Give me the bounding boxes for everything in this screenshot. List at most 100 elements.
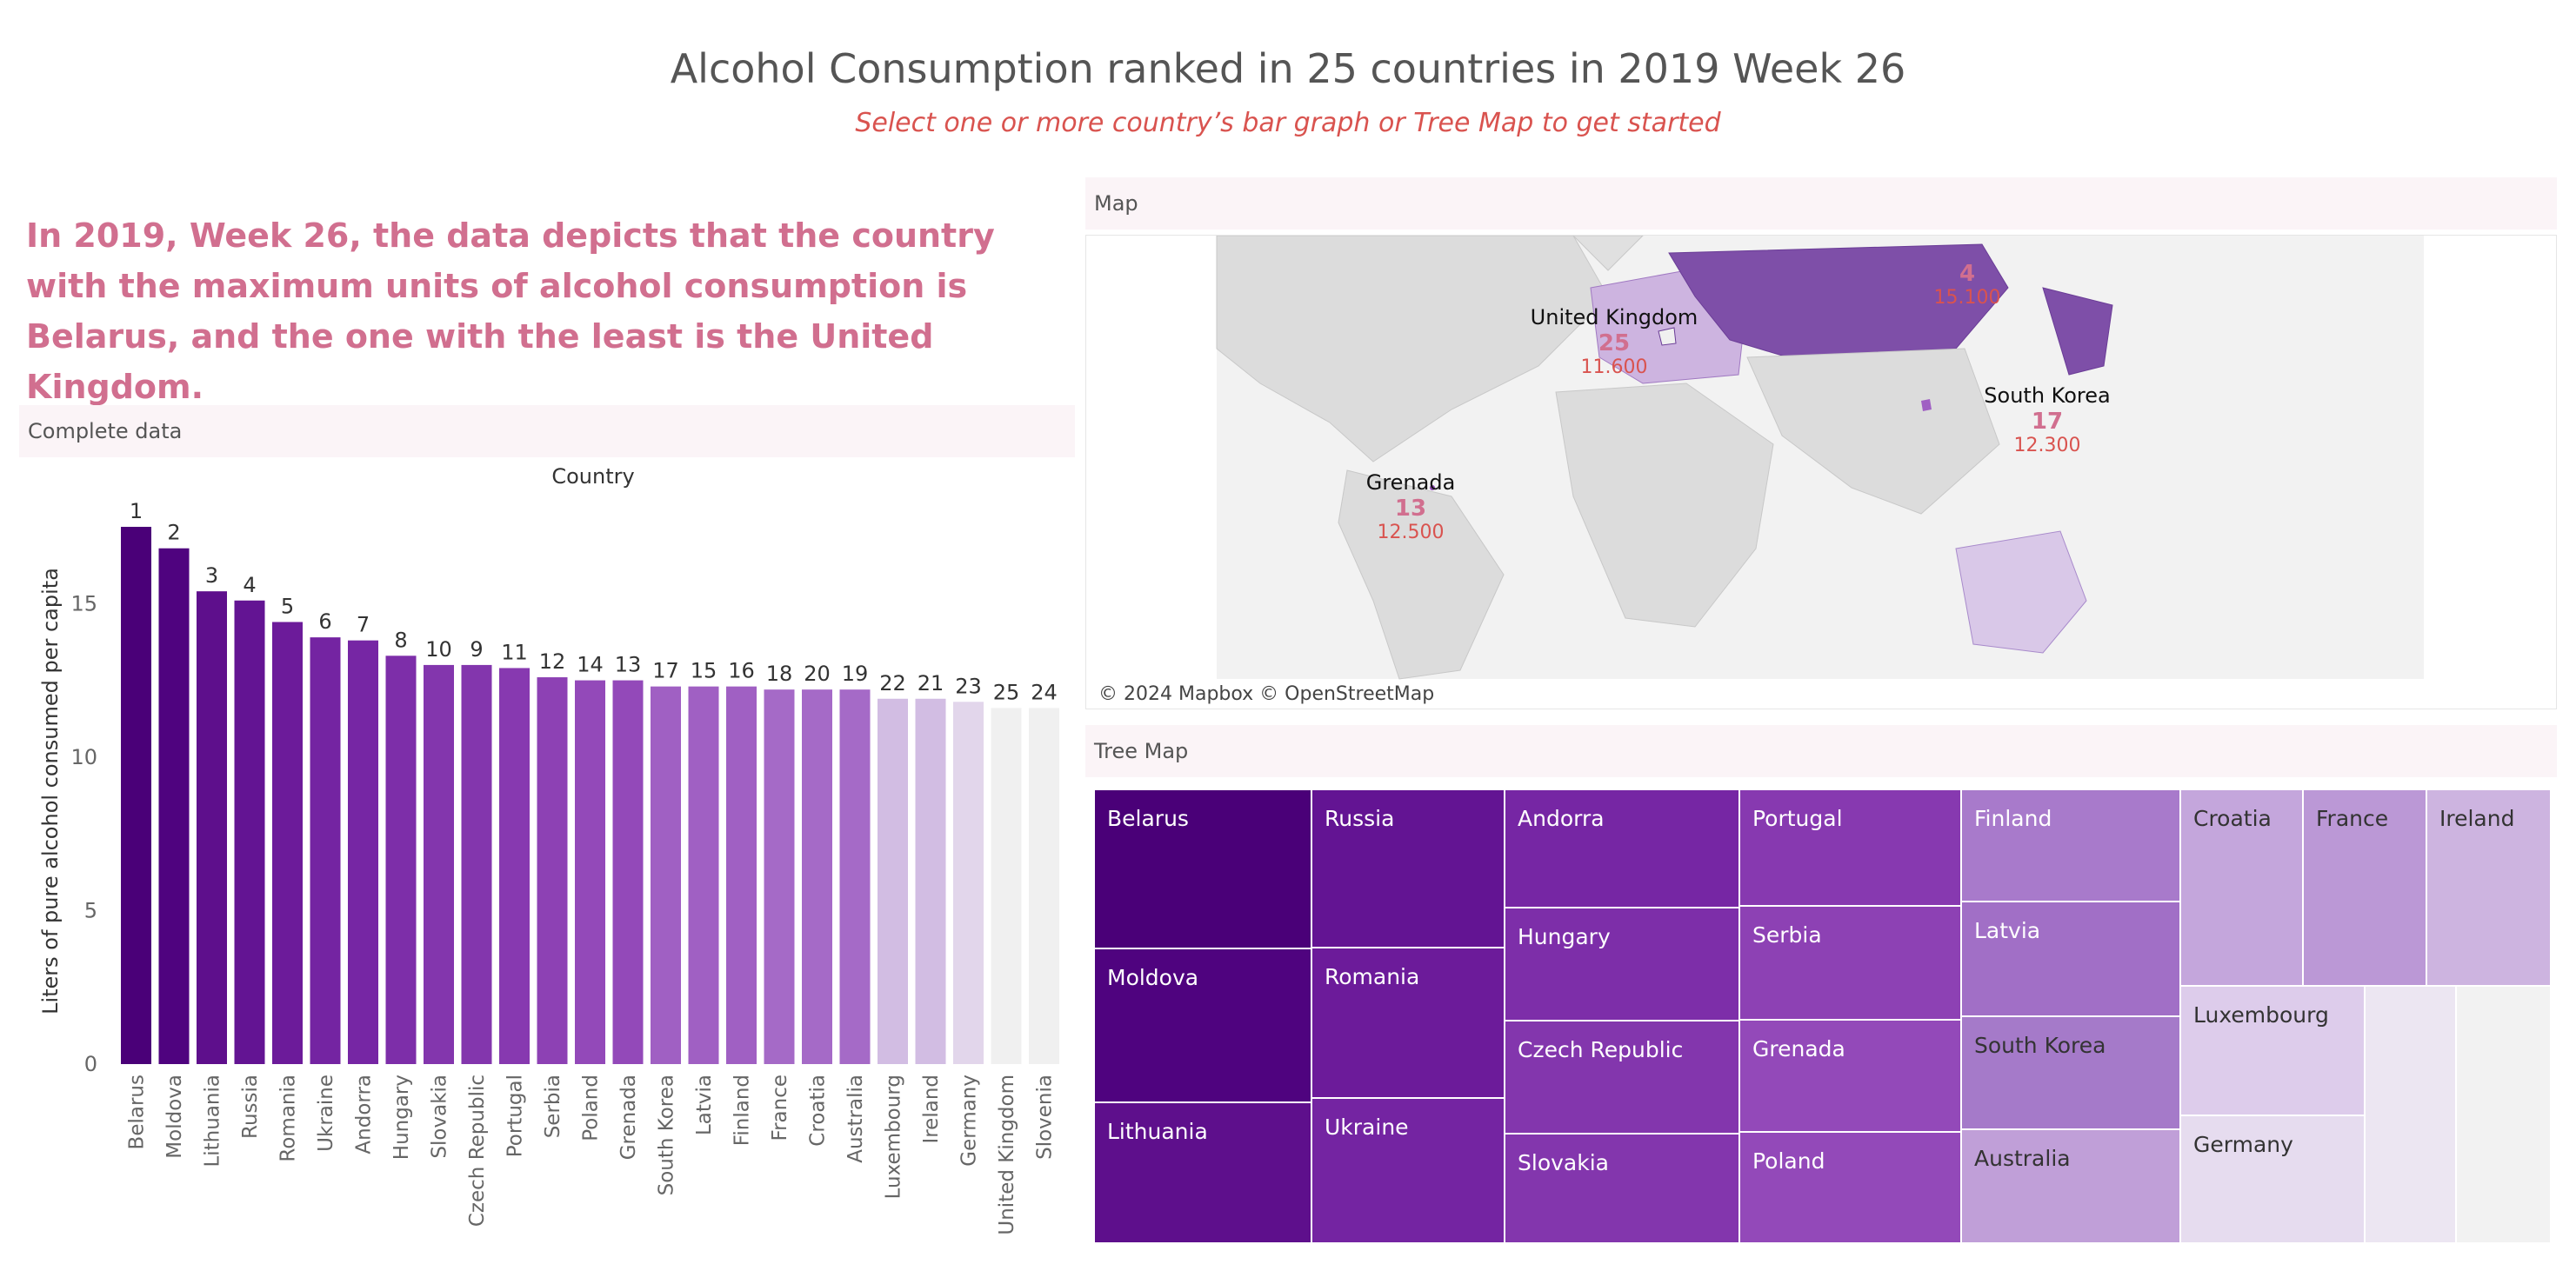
bar[interactable] bbox=[802, 689, 832, 1064]
tree-map-cell[interactable]: Grenada bbox=[1739, 1020, 1961, 1132]
bar-chart-title: Country bbox=[551, 464, 634, 489]
map-value-label: 12.300 bbox=[2014, 435, 2081, 456]
tree-map-cell[interactable]: Poland bbox=[1739, 1132, 1961, 1243]
tree-map-cell-label: Portugal bbox=[1752, 806, 1843, 831]
map-rank-label: 25 bbox=[1598, 330, 1630, 356]
tree-map-cell[interactable]: Slovakia bbox=[1505, 1134, 1739, 1243]
bar[interactable] bbox=[688, 686, 719, 1064]
bar-x-tick-label: Serbia bbox=[542, 1075, 564, 1138]
bar[interactable] bbox=[424, 664, 454, 1064]
bar[interactable] bbox=[1029, 708, 1059, 1064]
map-rank-label: 17 bbox=[2032, 409, 2063, 435]
bar-panel-header: Complete data bbox=[19, 405, 1075, 457]
bar-x-tick-label: South Korea bbox=[656, 1075, 678, 1195]
tree-map-cell[interactable]: Germany bbox=[2180, 1115, 2365, 1243]
map-view[interactable]: 4 15.100 United Kingdom 25 11.600 South Korea… bbox=[1085, 235, 2557, 709]
bar-x-tick-label: Portugal bbox=[504, 1075, 527, 1157]
map-rank-label: 13 bbox=[1395, 496, 1426, 522]
tree-map-cell[interactable]: Portugal bbox=[1739, 789, 1961, 906]
bar[interactable] bbox=[839, 689, 871, 1064]
bar[interactable] bbox=[575, 680, 605, 1064]
tree-map-cell[interactable]: Finland bbox=[1961, 789, 2180, 902]
bar-chart[interactable]: Country Liters of pure alcohol consumed … bbox=[19, 461, 1075, 1252]
bar-rank-label: 23 bbox=[955, 674, 982, 698]
bar-rank-label: 18 bbox=[766, 662, 793, 686]
bar[interactable] bbox=[915, 698, 946, 1064]
dashboard-subtitle: Select one or more country’s bar graph o… bbox=[855, 108, 1721, 138]
bar[interactable] bbox=[651, 686, 681, 1064]
bar[interactable] bbox=[234, 600, 265, 1064]
bar[interactable] bbox=[121, 527, 151, 1064]
tree-map-cell[interactable]: Latvia bbox=[1961, 902, 2180, 1016]
map-value-label: 15.100 bbox=[1934, 287, 2001, 309]
tree-map-cell-label: Russia bbox=[1325, 806, 1395, 831]
map-value-label: 11.600 bbox=[1581, 356, 1648, 378]
bar[interactable] bbox=[348, 640, 378, 1064]
map-panel-header: Map bbox=[1085, 177, 2557, 230]
bar-rank-label: 19 bbox=[842, 662, 869, 686]
bar-x-tick-label: Moldova bbox=[164, 1075, 186, 1159]
asia-shape bbox=[1746, 348, 2000, 515]
tree-map-cell[interactable]: Russia bbox=[1311, 789, 1505, 948]
bar[interactable] bbox=[612, 680, 644, 1064]
tree-map-cell-label: Ireland bbox=[2439, 806, 2515, 831]
south-korea-shape[interactable] bbox=[1921, 399, 1932, 411]
tree-map-cell[interactable] bbox=[2365, 986, 2456, 1243]
grenada-marker[interactable] bbox=[1430, 485, 1435, 490]
tree-map-cell[interactable]: Ireland bbox=[2426, 789, 2551, 986]
bar[interactable] bbox=[991, 708, 1022, 1064]
bar-rank-label: 12 bbox=[539, 649, 566, 674]
bar[interactable] bbox=[764, 689, 795, 1064]
bar[interactable] bbox=[953, 702, 984, 1064]
tree-map-cell[interactable]: Australia bbox=[1961, 1129, 2180, 1243]
bar-rank-label: 10 bbox=[425, 637, 452, 662]
tree-map-cell[interactable]: Lithuania bbox=[1094, 1102, 1311, 1243]
bar[interactable] bbox=[878, 698, 908, 1064]
uk-shape[interactable] bbox=[1658, 327, 1677, 346]
bar[interactable] bbox=[197, 591, 227, 1064]
tree-map-cell[interactable]: South Korea bbox=[1961, 1016, 2180, 1129]
summary-text: In 2019, Week 26, the data depicts that … bbox=[26, 216, 995, 406]
map-country-label: United Kingdom bbox=[1531, 305, 1698, 329]
bar-x-tick-label: Russia bbox=[239, 1075, 262, 1139]
tree-map-cell[interactable]: Hungary bbox=[1505, 908, 1739, 1021]
bar-x-tick-label: Andorra bbox=[353, 1075, 376, 1155]
bar[interactable] bbox=[726, 686, 757, 1064]
bar-x-tick-label: Czech Republic bbox=[466, 1075, 489, 1227]
tree-map-cell-label: Australia bbox=[1974, 1146, 2071, 1171]
bar-y-axis-label: Liters of pure alcohol consumed per capi… bbox=[38, 568, 63, 1015]
tree-map-cell[interactable]: Luxembourg bbox=[2180, 986, 2365, 1115]
tree-map-cell[interactable] bbox=[2456, 986, 2551, 1243]
bar-x-tick-label: Latvia bbox=[693, 1075, 716, 1135]
tree-map[interactable]: Belarus Moldova Lithuania Russia Romania Ukra… bbox=[1094, 789, 2551, 1243]
bar-rank-label: 13 bbox=[615, 653, 642, 677]
tree-map-cell-label: Lithuania bbox=[1107, 1119, 1208, 1144]
tree-map-cell[interactable]: Romania bbox=[1311, 948, 1505, 1098]
tree-map-cell[interactable]: Moldova bbox=[1094, 948, 1311, 1102]
tree-map-cell-label: France bbox=[2316, 806, 2389, 831]
australia-shape[interactable] bbox=[1955, 530, 2087, 654]
bar-x-tick-label: Australia bbox=[844, 1075, 867, 1163]
bar-x-tick-label: Hungary bbox=[390, 1075, 413, 1160]
bar-x-tick-label: Luxembourg bbox=[883, 1075, 905, 1199]
tree-map-cell-label: Czech Republic bbox=[1518, 1037, 1684, 1062]
bar[interactable] bbox=[272, 622, 303, 1064]
tree-map-cell[interactable]: Belarus bbox=[1094, 789, 1311, 948]
tree-map-cell[interactable]: Andorra bbox=[1505, 789, 1739, 908]
bar-rank-label: 9 bbox=[470, 637, 483, 662]
tree-map-cell[interactable]: Czech Republic bbox=[1505, 1021, 1739, 1134]
bar[interactable] bbox=[158, 548, 190, 1064]
tree-map-cell[interactable]: France bbox=[2303, 789, 2426, 986]
tree-map-cell[interactable]: Serbia bbox=[1739, 906, 1961, 1020]
bar-rank-label: 22 bbox=[879, 671, 906, 695]
bar-series[interactable]: 1 Belarus 2 Moldova 3 Lithuania 4 Russia 5 Romani… bbox=[121, 499, 1059, 1235]
bar[interactable] bbox=[537, 677, 568, 1064]
map-attribution: © 2024 Mapbox © OpenStreetMap bbox=[1098, 683, 1434, 705]
bar-rank-label: 2 bbox=[167, 521, 180, 545]
bar[interactable] bbox=[385, 655, 417, 1064]
bar[interactable] bbox=[310, 637, 341, 1064]
tree-map-cell[interactable]: Ukraine bbox=[1311, 1098, 1505, 1243]
bar[interactable] bbox=[499, 668, 530, 1064]
tree-map-cell[interactable]: Croatia bbox=[2180, 789, 2303, 986]
bar[interactable] bbox=[461, 664, 492, 1064]
